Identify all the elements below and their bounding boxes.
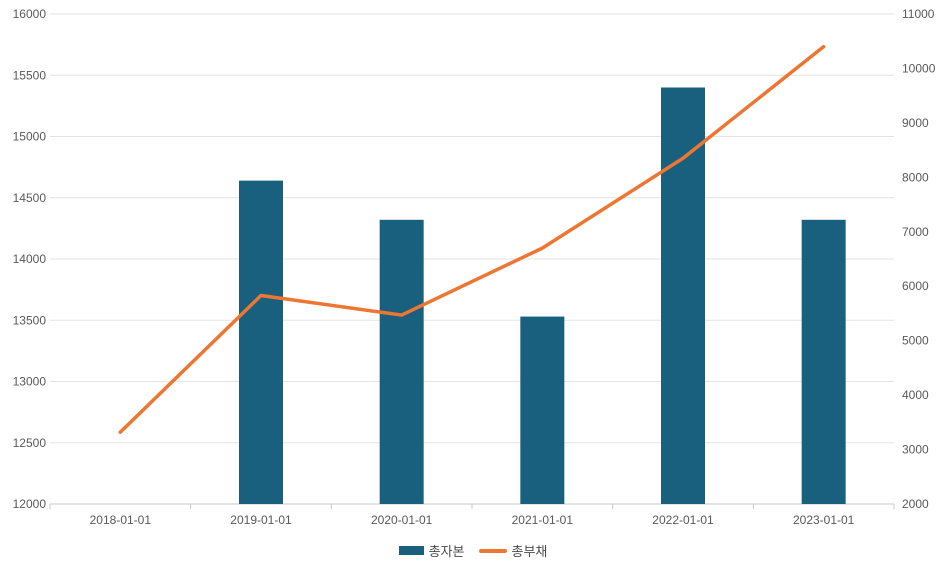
x-axis-label: 2020-01-01 (371, 513, 433, 527)
y-axis-label-left: 14000 (13, 252, 47, 266)
y-axis-label-left: 14500 (13, 191, 47, 205)
y-axis-label-right: 5000 (902, 334, 929, 348)
x-axis-label: 2023-01-01 (793, 513, 855, 527)
x-axis-label: 2022-01-01 (652, 513, 714, 527)
legend-label: 총부채 (511, 544, 548, 559)
y-axis-label-left: 12500 (13, 436, 47, 450)
y-axis-label-right: 10000 (902, 61, 936, 75)
y-axis-label-right: 11000 (902, 7, 935, 21)
legend-item[interactable]: 총부채 (478, 541, 548, 560)
chart-legend: 총자본 총부채 (0, 541, 946, 560)
x-axis-label: 2018-01-01 (90, 513, 152, 527)
y-axis-label-left: 12000 (13, 497, 47, 511)
y-axis-label-left: 13500 (13, 313, 47, 327)
bar (379, 219, 424, 505)
y-axis-label-right: 2000 (902, 497, 929, 511)
y-axis-label-right: 3000 (902, 443, 929, 457)
y-axis-label-left: 15000 (13, 130, 47, 144)
y-axis-label-left: 15500 (13, 68, 47, 82)
legend-item[interactable]: 총자본 (398, 541, 465, 560)
line-series (118, 44, 826, 434)
legend-bar-swatch (398, 546, 424, 555)
y-axis-label-left: 13000 (13, 375, 47, 389)
y-axis-label-right: 4000 (902, 388, 929, 402)
y-axis-label-left: 16000 (13, 7, 47, 21)
bar (520, 316, 565, 504)
legend-line-swatch (478, 548, 507, 553)
bar (801, 219, 846, 505)
legend-label: 총자본 (428, 544, 465, 559)
bar (239, 180, 283, 504)
x-axis-label: 2019-01-01 (230, 513, 292, 527)
y-axis-label-right: 7000 (902, 225, 929, 239)
x-axis-label: 2021-01-01 (512, 513, 574, 527)
y-axis-label-right: 9000 (902, 116, 929, 130)
y-axis-label-right: 8000 (902, 170, 929, 184)
y-axis-label-right: 6000 (902, 279, 929, 293)
bar (661, 87, 705, 504)
